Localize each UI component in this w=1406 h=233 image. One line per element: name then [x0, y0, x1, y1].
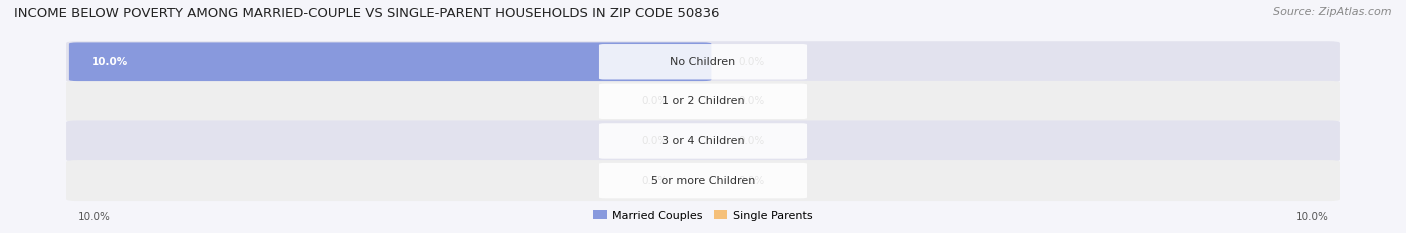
- Text: Source: ZipAtlas.com: Source: ZipAtlas.com: [1274, 7, 1392, 17]
- FancyBboxPatch shape: [599, 163, 807, 198]
- Text: 0.0%: 0.0%: [641, 96, 668, 106]
- FancyBboxPatch shape: [599, 44, 807, 79]
- Text: 0.0%: 0.0%: [641, 176, 668, 185]
- Text: 3 or 4 Children: 3 or 4 Children: [662, 136, 744, 146]
- FancyBboxPatch shape: [66, 160, 1340, 201]
- Text: 10.0%: 10.0%: [77, 212, 110, 222]
- Text: INCOME BELOW POVERTY AMONG MARRIED-COUPLE VS SINGLE-PARENT HOUSEHOLDS IN ZIP COD: INCOME BELOW POVERTY AMONG MARRIED-COUPL…: [14, 7, 720, 20]
- FancyBboxPatch shape: [599, 84, 807, 119]
- Text: 0.0%: 0.0%: [738, 136, 765, 146]
- Legend: Married Couples, Single Parents: Married Couples, Single Parents: [589, 206, 817, 225]
- Text: 5 or more Children: 5 or more Children: [651, 176, 755, 185]
- Text: No Children: No Children: [671, 57, 735, 67]
- FancyBboxPatch shape: [69, 42, 711, 81]
- Text: 10.0%: 10.0%: [1296, 212, 1329, 222]
- Text: 0.0%: 0.0%: [641, 136, 668, 146]
- Text: 0.0%: 0.0%: [738, 96, 765, 106]
- Text: 0.0%: 0.0%: [738, 176, 765, 185]
- FancyBboxPatch shape: [66, 81, 1340, 122]
- Text: 1 or 2 Children: 1 or 2 Children: [662, 96, 744, 106]
- FancyBboxPatch shape: [66, 120, 1340, 161]
- Text: 0.0%: 0.0%: [738, 57, 765, 67]
- Text: 10.0%: 10.0%: [91, 57, 128, 67]
- FancyBboxPatch shape: [599, 123, 807, 159]
- FancyBboxPatch shape: [66, 41, 1340, 82]
